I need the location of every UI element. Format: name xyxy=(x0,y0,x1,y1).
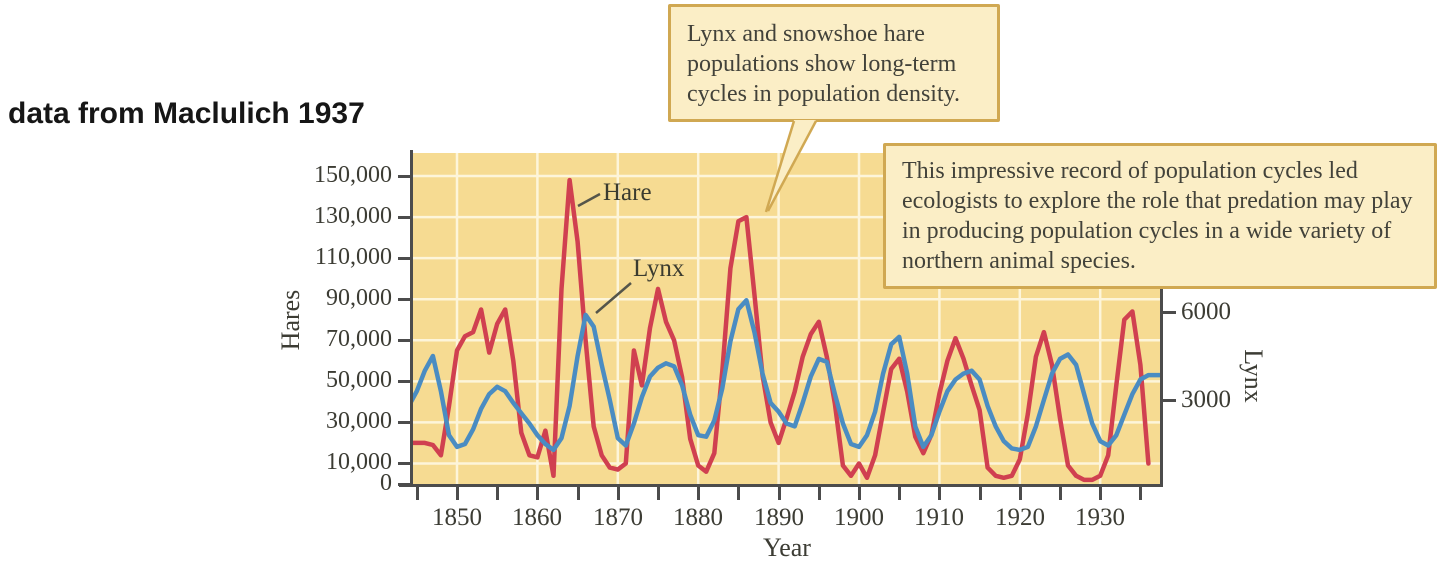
y-tick-label: 0 xyxy=(380,470,392,496)
x-tick-label: 1880 xyxy=(673,504,723,531)
x-tick-label: 1850 xyxy=(432,504,482,531)
y-tick-label-right: 6000 xyxy=(1181,298,1231,325)
x-tick xyxy=(938,487,941,500)
x-tick-label: 1920 xyxy=(995,504,1045,531)
lynx-line xyxy=(412,298,1160,453)
y-tick xyxy=(398,339,412,342)
hare-line xyxy=(412,177,1151,483)
x-tick xyxy=(1139,487,1142,500)
x-tick xyxy=(858,487,861,500)
x-tick-label: 1930 xyxy=(1075,504,1125,531)
callout-predation-text: This impressive record of population cyc… xyxy=(902,158,1413,274)
y-tick-label: 50,000 xyxy=(326,367,392,393)
y-tick xyxy=(398,462,412,465)
y-tick-label: 90,000 xyxy=(326,285,392,311)
x-tick xyxy=(577,487,580,500)
x-tick xyxy=(456,487,459,500)
data-source-caption: data from Maclulich 1937 xyxy=(8,97,365,130)
x-tick xyxy=(818,487,821,500)
callout-predation: This impressive record of population cyc… xyxy=(883,143,1437,289)
y-tick-label-right: 3000 xyxy=(1181,386,1231,413)
x-tick-label: 1870 xyxy=(593,504,643,531)
bottom-axis-line xyxy=(399,484,1163,487)
x-tick xyxy=(979,487,982,500)
y-tick xyxy=(398,483,412,486)
y-tick-label: 150,000 xyxy=(314,162,392,188)
hare-series-label: Hare xyxy=(603,179,652,206)
left-axis-title: Hares xyxy=(276,289,305,351)
y-tick-label: 10,000 xyxy=(326,449,392,475)
y-tick-right xyxy=(1163,399,1176,402)
x-tick xyxy=(778,487,781,500)
x-tick xyxy=(1019,487,1022,500)
x-tick xyxy=(697,487,700,500)
y-tick xyxy=(398,257,412,260)
y-tick xyxy=(398,380,412,383)
right-axis-line xyxy=(1160,153,1163,487)
callout-cycles: Lynx and snowshoe hare populations show … xyxy=(668,4,1000,122)
y-tick xyxy=(398,175,412,178)
y-tick-label: 110,000 xyxy=(314,244,392,270)
y-tick xyxy=(398,421,412,424)
x-tick xyxy=(1059,487,1062,500)
x-tick-label: 1910 xyxy=(914,504,964,531)
x-tick xyxy=(617,487,620,500)
y-tick-label: 130,000 xyxy=(314,203,392,229)
lynx-series-label: Lynx xyxy=(633,255,685,282)
y-tick-label: 30,000 xyxy=(326,408,392,434)
x-axis-title: Year xyxy=(763,533,811,562)
callout-cycles-text: Lynx and snowshoe hare populations show … xyxy=(687,21,961,107)
x-tick-label: 1860 xyxy=(512,504,562,531)
x-tick xyxy=(657,487,660,500)
left-axis-line xyxy=(410,150,413,487)
y-tick xyxy=(398,216,412,219)
x-tick xyxy=(536,487,539,500)
x-tick-label: 1900 xyxy=(834,504,884,531)
x-tick xyxy=(416,487,419,500)
x-tick xyxy=(1099,487,1102,500)
x-tick-label: 1890 xyxy=(754,504,804,531)
chart-canvas xyxy=(412,153,1160,484)
y-tick xyxy=(398,298,412,301)
x-tick xyxy=(898,487,901,500)
right-axis-title: Lynx xyxy=(1239,349,1268,403)
y-tick-label: 70,000 xyxy=(326,326,392,352)
y-tick-right xyxy=(1163,311,1176,314)
x-tick xyxy=(496,487,499,500)
x-tick xyxy=(737,487,740,500)
